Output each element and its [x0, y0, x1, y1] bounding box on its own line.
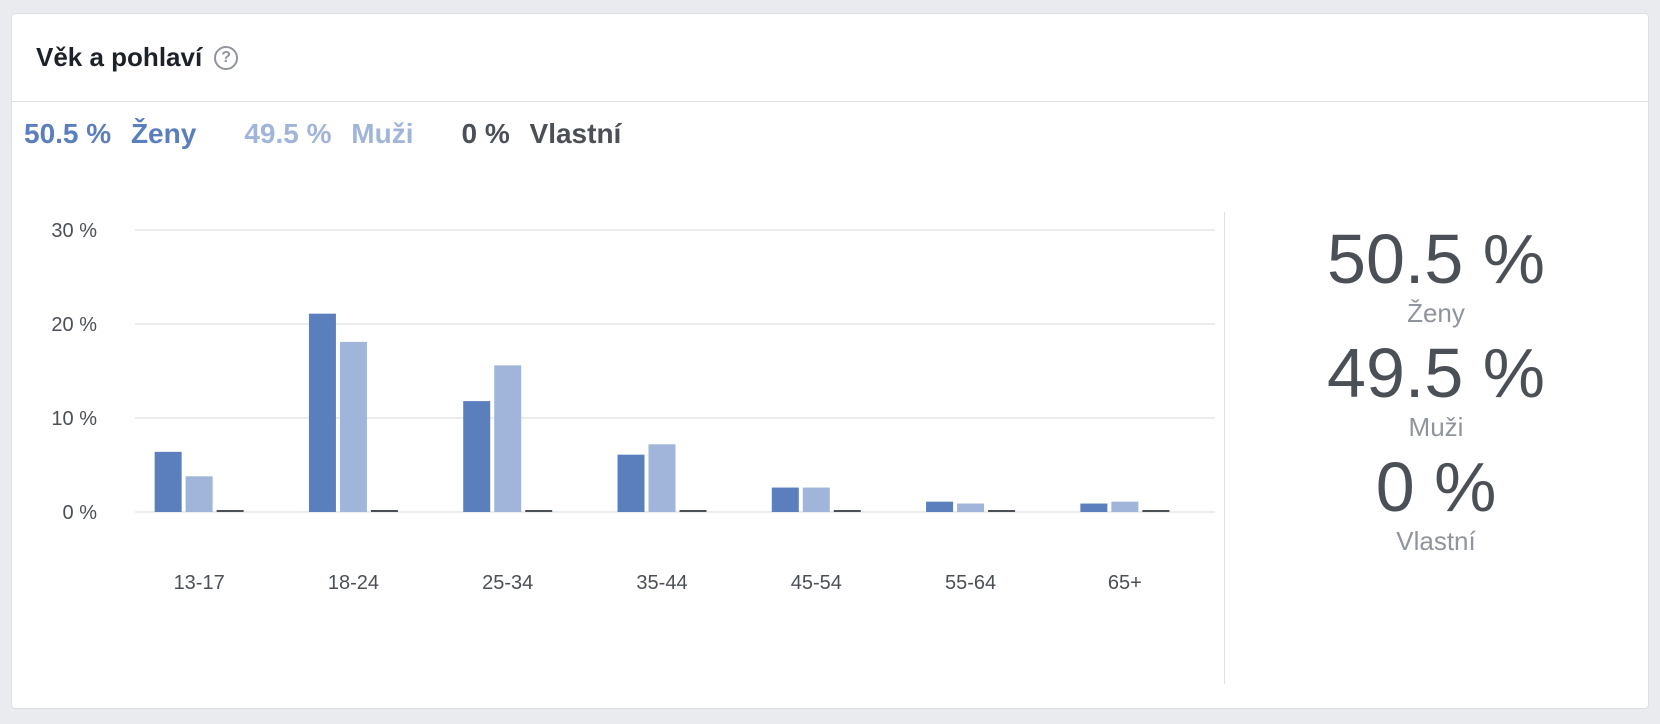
card-title: Věk a pohlaví	[36, 42, 203, 72]
stat-men: 49.5 % Muži	[1225, 334, 1647, 442]
bar-45-54-ženy	[771, 487, 799, 512]
bar-13-17-ženy	[154, 451, 182, 512]
summary-women-pct: 50.5 %	[24, 118, 112, 149]
bar-65+-muži	[1111, 501, 1139, 512]
bar-55-64-muži	[957, 503, 985, 512]
bar-45-54-vlastní	[833, 510, 861, 512]
card-header: Věk a pohlaví ?	[12, 14, 1648, 102]
x-tick-label: 55-64	[945, 572, 996, 594]
summary-men: 49.5 % Muži	[244, 118, 413, 150]
bar-65+-ženy	[1080, 503, 1108, 512]
stat-custom-label: Vlastní	[1396, 526, 1476, 556]
help-icon[interactable]: ?	[214, 45, 239, 70]
bar-55-64-vlastní	[988, 510, 1016, 512]
bar-18-24-vlastní	[370, 510, 398, 512]
bar-25-34-ženy	[463, 401, 491, 512]
stat-custom-value: 0 %	[1375, 448, 1497, 526]
age-gender-bar-chart: 0 % 10 % 20 % 30 % 13-17 18-24 25-34 35-44 45-54…	[51, 220, 1215, 594]
x-tick-label: 35-44	[636, 572, 687, 594]
bar-25-34-vlastní	[525, 510, 553, 512]
summary-custom: 0 % Vlastní	[461, 118, 621, 150]
bar-13-17-muži	[185, 476, 213, 512]
summary-men-label: Muži	[351, 118, 414, 149]
summary-women-label: Ženy	[130, 118, 197, 149]
x-tick-label: 18-24	[328, 572, 379, 594]
bar-18-24-muži	[339, 341, 367, 512]
stat-men-label: Muži	[1408, 412, 1464, 442]
gender-summary: 50.5 % Ženy 49.5 % Muži 0 % Vlastní	[24, 118, 669, 150]
y-tick-label: 20 %	[51, 314, 97, 336]
x-tick-label: 45-54	[791, 572, 842, 594]
age-gender-card: Věk a pohlaví ?	[11, 13, 1649, 709]
x-tick-label: 65+	[1108, 572, 1142, 594]
stat-women-value: 50.5 %	[1327, 220, 1545, 298]
stat-women-label: Ženy	[1407, 298, 1465, 328]
summary-women: 50.5 % Ženy	[24, 118, 196, 150]
big-stats: 50.5 % Ženy 49.5 % Muži 0 % Vlastní	[1225, 220, 1647, 562]
stat-women: 50.5 % Ženy	[1225, 220, 1647, 328]
bar-35-44-vlastní	[679, 510, 707, 512]
y-tick-label: 0 %	[63, 502, 98, 524]
summary-custom-label: Vlastní	[529, 118, 622, 149]
bar-35-44-muži	[648, 444, 676, 512]
x-tick-label: 13-17	[174, 572, 225, 594]
summary-men-pct: 49.5 %	[244, 118, 332, 149]
bar-65+-vlastní	[1142, 510, 1170, 512]
bar-45-54-muži	[802, 487, 830, 512]
x-tick-label: 25-34	[482, 572, 533, 594]
bar-35-44-ženy	[617, 454, 645, 512]
y-tick-label: 10 %	[51, 408, 97, 430]
bar-13-17-vlastní	[216, 510, 244, 512]
summary-custom-pct: 0 %	[461, 118, 510, 149]
chart-divider	[1224, 212, 1225, 684]
stat-custom: 0 % Vlastní	[1225, 448, 1647, 556]
bar-25-34-muži	[494, 365, 522, 512]
bar-18-24-ženy	[308, 313, 336, 512]
stat-men-value: 49.5 %	[1327, 334, 1545, 412]
bar-55-64-ženy	[926, 501, 954, 512]
y-tick-label: 30 %	[51, 220, 97, 242]
